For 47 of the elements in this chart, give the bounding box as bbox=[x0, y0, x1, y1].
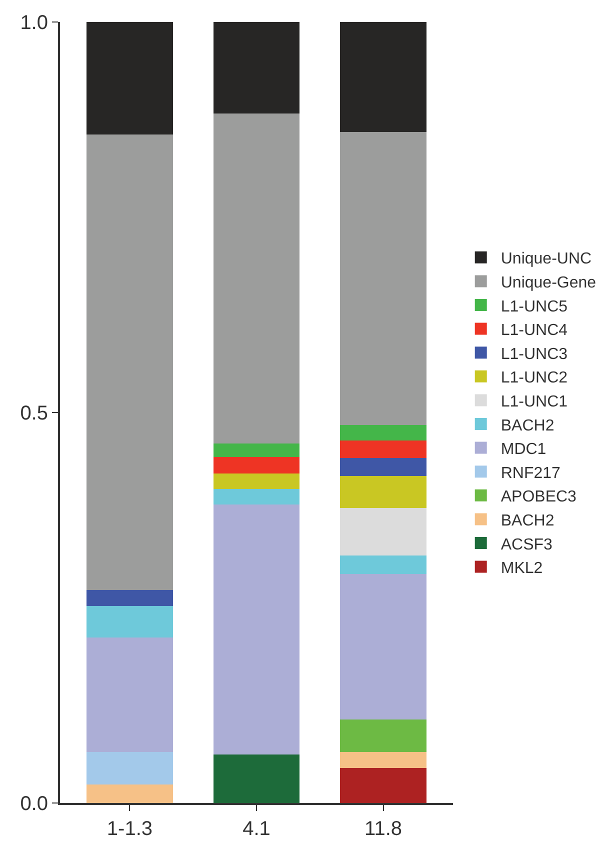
x-tick-label: 1-1.3 bbox=[106, 818, 153, 840]
bar bbox=[340, 132, 426, 425]
bar bbox=[213, 113, 300, 444]
bar bbox=[340, 476, 426, 508]
bar bbox=[213, 504, 300, 755]
bar bbox=[340, 752, 426, 768]
bar bbox=[340, 555, 426, 574]
y-tick-label: 0.5 bbox=[20, 402, 48, 424]
bar bbox=[213, 754, 300, 803]
x-tick-label: 4.1 bbox=[242, 818, 270, 840]
legend-label: L1-UNC2 bbox=[500, 370, 568, 387]
legend-label: L1-UNC1 bbox=[500, 393, 568, 410]
bar bbox=[340, 508, 426, 556]
bar bbox=[86, 606, 173, 638]
bar bbox=[213, 22, 300, 114]
bar bbox=[340, 440, 426, 458]
legend-label: APOBEC3 bbox=[500, 488, 577, 506]
bar bbox=[340, 458, 426, 476]
legend-label: L1-UNC3 bbox=[500, 346, 568, 363]
bar bbox=[86, 784, 173, 803]
bar bbox=[86, 22, 173, 134]
legend-label: Unique-Gene bbox=[500, 274, 596, 292]
legend-label: BACH2 bbox=[500, 417, 554, 434]
legend-label: MDC1 bbox=[500, 441, 546, 458]
y-tick-label: 1.0 bbox=[20, 12, 48, 34]
legend-label: L1-UNC4 bbox=[500, 322, 568, 340]
legend-label: MKL2 bbox=[500, 560, 543, 578]
legend-label: RNF217 bbox=[500, 464, 561, 482]
y-tick-label: 0.0 bbox=[20, 793, 48, 815]
x-tick-label: 11.8 bbox=[364, 818, 402, 840]
bar bbox=[213, 489, 300, 505]
bar bbox=[213, 457, 300, 474]
bar bbox=[86, 590, 173, 606]
bar bbox=[340, 719, 426, 752]
legend-label: L1-UNC5 bbox=[500, 298, 568, 316]
legend-label: BACH2 bbox=[500, 512, 554, 530]
bar bbox=[86, 134, 173, 590]
bar bbox=[213, 444, 300, 458]
bar bbox=[86, 752, 173, 784]
bar bbox=[340, 768, 426, 803]
legend-label: ACSF3 bbox=[500, 536, 553, 554]
bar bbox=[340, 574, 426, 720]
bar bbox=[340, 425, 426, 441]
bar bbox=[213, 473, 300, 490]
bar bbox=[340, 22, 426, 132]
legend-label: Unique-UNC bbox=[500, 250, 592, 268]
bar bbox=[86, 637, 173, 752]
